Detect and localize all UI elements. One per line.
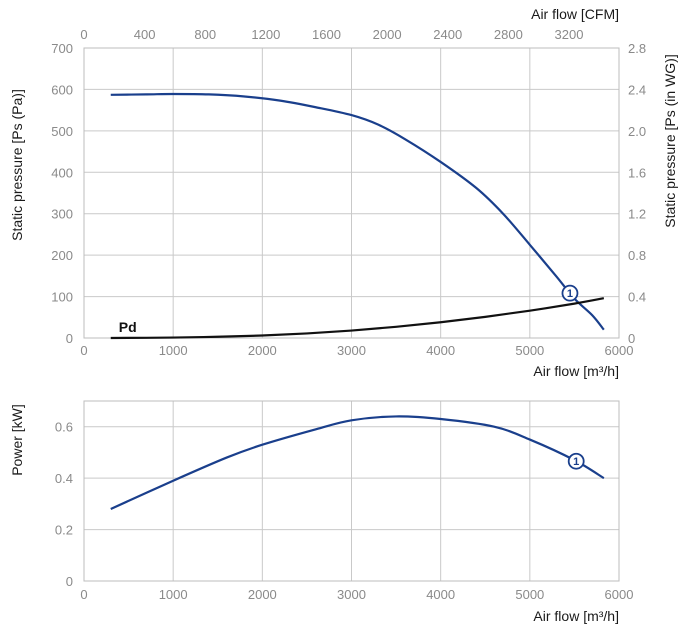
x2-tick-label: 1600 [312,27,341,42]
x-tick-label: 6000 [605,343,634,358]
x-tick-label: 2000 [248,343,277,358]
curve-marker-label: 1 [567,288,573,300]
power-curve [110,415,605,511]
y-tick-label: 600 [51,82,73,97]
y-tick-label: 500 [51,124,73,139]
y-tick-label: 400 [51,165,73,180]
y-axis-label: Static pressure [Ps (Pa)] [9,89,25,241]
x-tick-label: 5000 [515,587,544,602]
plot-frame [83,47,620,339]
y-axis-label: Power [kW] [9,404,25,476]
y2-tick-label: 0 [628,331,635,346]
x-tick-label: 1000 [159,343,188,358]
x2-tick-label: 2400 [433,27,462,42]
x2-tick-label: 800 [194,27,216,42]
x-tick-label: 3000 [337,343,366,358]
x-tick-label: 6000 [605,587,634,602]
x-tick-label: 0 [80,343,87,358]
x-tick-label: 1000 [159,587,188,602]
power-chart: 0 1000 2000 3000 4000 5000 6000 0 0.2 0.4 0.6 Air f… [9,400,634,624]
x2-tick-label: 3200 [555,27,584,42]
x-tick-label: 2000 [248,587,277,602]
x-tick-label: 0 [80,587,87,602]
y2-tick-label: 1.2 [628,207,646,222]
y-tick-label: 700 [51,41,73,56]
y2-tick-label: 2.4 [628,82,646,97]
x-tick-label: 4000 [426,343,455,358]
y2-tick-label: 1.6 [628,165,646,180]
static-pressure-curve [110,92,605,331]
x2-tick-label: 0 [80,27,87,42]
static-pressure-chart: 0 1000 2000 3000 4000 5000 6000010020030040050… [9,6,678,379]
dynamic-pressure-curve [110,297,605,340]
y-tick-label: 100 [51,290,73,305]
x-axis-label: Air flow [m³/h] [533,363,619,379]
x2-tick-label: 400 [134,27,156,42]
curve-marker-circle [561,284,579,302]
x-axis-label: Air flow [m³/h] [533,608,619,624]
y-tick-label: 0 [66,574,73,589]
y-tick-label: 0 [66,331,73,346]
y-tick-label: 300 [51,207,73,222]
curve-marker-label: 1 [573,456,579,468]
curve-marker-circle [567,452,585,470]
y-tick-label: 0.2 [55,523,73,538]
y2-tick-label: 2.8 [628,41,646,56]
plot-frame [83,400,620,582]
y-tick-label: 0.6 [55,420,73,435]
y2-axis-label: Static pressure [Ps (in WG)] [662,54,678,227]
x2-tick-label: 2800 [494,27,523,42]
x-tick-label: 4000 [426,587,455,602]
y2-tick-label: 0.4 [628,290,646,305]
x2-axis-label: Air flow [CFM] [531,6,619,22]
y-tick-label: 200 [51,248,73,263]
x-tick-label: 3000 [337,587,366,602]
y2-tick-label: 2.0 [628,124,646,139]
x2-tick-label: 1200 [251,27,280,42]
pd-label: Pd [119,319,137,335]
x2-tick-label: 2000 [373,27,402,42]
y-tick-label: 0.4 [55,471,73,486]
y2-tick-label: 0.8 [628,248,646,263]
x-tick-label: 5000 [515,343,544,358]
